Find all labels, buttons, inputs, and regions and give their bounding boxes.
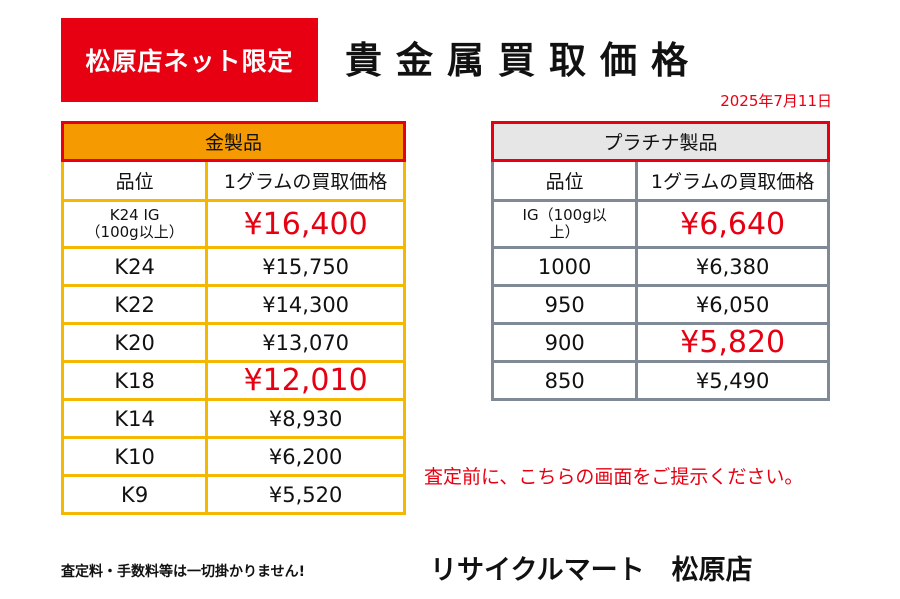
- table-row: K24 ¥15,750: [60, 246, 406, 287]
- platinum-price-table: プラチナ製品 品位 1グラムの買取価格 IG（100g以 上） ¥6,640 1…: [490, 121, 830, 401]
- gold-grade: K18: [60, 360, 209, 401]
- platinum-grade: IG（100g以 上）: [490, 199, 639, 249]
- gold-col-price: 1グラムの買取価格: [205, 159, 406, 202]
- gold-grade: K24 IG （100g以上）: [60, 199, 209, 249]
- gold-grade: K24: [60, 246, 209, 287]
- gold-price: ¥14,300: [205, 284, 406, 325]
- gold-grade: K10: [60, 436, 209, 477]
- table-row: IG（100g以 上） ¥6,640: [490, 199, 830, 249]
- table-row: K10 ¥6,200: [60, 436, 406, 477]
- gold-price: ¥12,010: [205, 360, 406, 401]
- platinum-grade: 900: [490, 322, 639, 363]
- gold-price: ¥13,070: [205, 322, 406, 363]
- platinum-col-grade: 品位: [490, 159, 639, 202]
- gold-grade: K14: [60, 398, 209, 439]
- table-row: 900 ¥5,820: [490, 322, 830, 363]
- gold-price: ¥16,400: [205, 199, 406, 249]
- table-row: K18 ¥12,010: [60, 360, 406, 401]
- table-row: K20 ¥13,070: [60, 322, 406, 363]
- store-name: リサイクルマート 松原店: [430, 555, 753, 586]
- platinum-price: ¥6,380: [635, 246, 830, 287]
- gold-col-grade: 品位: [60, 159, 209, 202]
- platinum-price: ¥5,820: [635, 322, 830, 363]
- page-title: 貴金属買取価格: [345, 38, 702, 82]
- platinum-price: ¥5,490: [635, 360, 830, 401]
- platinum-grade: 850: [490, 360, 639, 401]
- platinum-col-price: 1グラムの買取価格: [635, 159, 830, 202]
- gold-price: ¥5,520: [205, 474, 406, 515]
- table-row: K14 ¥8,930: [60, 398, 406, 439]
- gold-grade: K20: [60, 322, 209, 363]
- table-row: 950 ¥6,050: [490, 284, 830, 325]
- gold-price: ¥15,750: [205, 246, 406, 287]
- platinum-grade: 1000: [490, 246, 639, 287]
- table-row: K22 ¥14,300: [60, 284, 406, 325]
- platinum-price: ¥6,640: [635, 199, 830, 249]
- no-fee-note: 査定料・手数料等は一切掛かりません!: [61, 564, 305, 580]
- platinum-price: ¥6,050: [635, 284, 830, 325]
- platinum-table-caption: プラチナ製品: [491, 121, 830, 162]
- gold-grade: K9: [60, 474, 209, 515]
- table-row: K9 ¥5,520: [60, 474, 406, 515]
- gold-price: ¥6,200: [205, 436, 406, 477]
- table-row: K24 IG （100g以上） ¥16,400: [60, 199, 406, 249]
- table-row: 850 ¥5,490: [490, 360, 830, 401]
- gold-table-caption: 金製品: [61, 121, 406, 162]
- show-screen-notice: 査定前に、こちらの画面をご提示ください。: [424, 466, 804, 488]
- platinum-grade: 950: [490, 284, 639, 325]
- store-limited-badge: 松原店ネット限定: [61, 18, 318, 102]
- price-date: 2025年7月11日: [720, 92, 832, 110]
- table-row: 1000 ¥6,380: [490, 246, 830, 287]
- gold-price-table: 金製品 品位 1グラムの買取価格 K24 IG （100g以上） ¥16,400…: [60, 121, 406, 515]
- gold-price: ¥8,930: [205, 398, 406, 439]
- gold-grade: K22: [60, 284, 209, 325]
